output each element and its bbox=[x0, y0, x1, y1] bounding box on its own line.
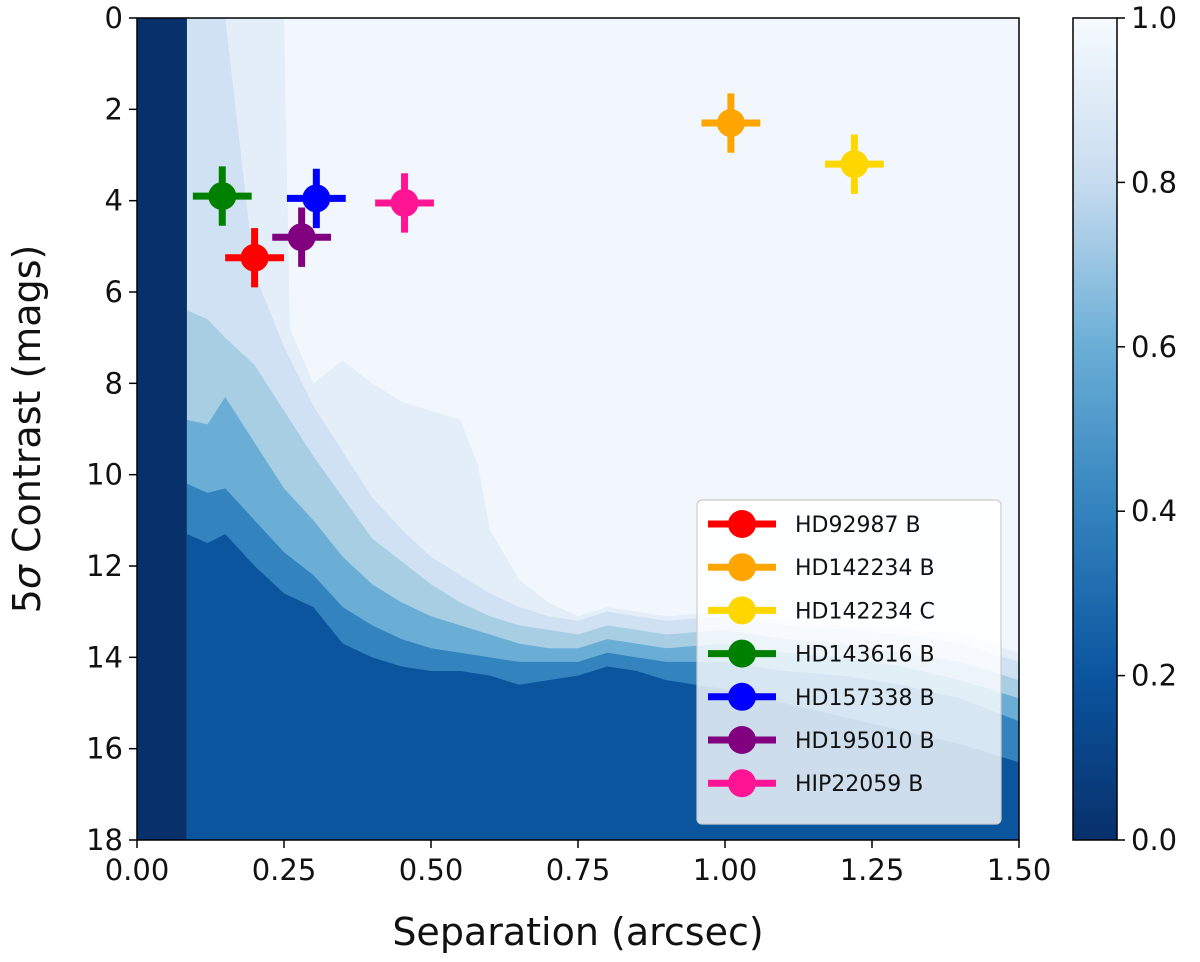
x-axis-title: Separation (arcsec) bbox=[392, 910, 763, 954]
x-tick-label: 1.00 bbox=[693, 853, 758, 887]
x-tick-label: 0.75 bbox=[546, 853, 611, 887]
colorbar-tick-label: 0.8 bbox=[1131, 165, 1177, 199]
legend-marker bbox=[728, 639, 756, 668]
legend-label: HIP22059 B bbox=[795, 772, 923, 797]
y-tick-label: 8 bbox=[105, 366, 123, 400]
legend-item: HD143616 B bbox=[708, 639, 935, 668]
colorbar-tick-label: 0.0 bbox=[1131, 823, 1177, 857]
x-tick-label: 0.25 bbox=[252, 853, 317, 887]
marker bbox=[240, 243, 269, 272]
legend-item: HD195010 B bbox=[708, 726, 935, 754]
marker bbox=[287, 223, 316, 252]
point-hd142234-c bbox=[824, 134, 884, 194]
y-tick-label: 2 bbox=[105, 92, 123, 126]
legend-item: HD142234 C bbox=[708, 596, 935, 625]
legend-label: HD142234 B bbox=[795, 556, 935, 581]
marker bbox=[302, 184, 331, 213]
legend-marker bbox=[728, 726, 756, 754]
x-tick-label: 0.50 bbox=[399, 853, 464, 887]
legend-marker bbox=[728, 596, 756, 625]
colorbar-gradient bbox=[1072, 17, 1118, 841]
legend-marker bbox=[728, 510, 756, 538]
legend-label: HD142234 C bbox=[795, 599, 935, 624]
colorbar: 0.0 0.2 0.4 0.6 0.8 1.0 bbox=[1072, 1, 1177, 857]
marker bbox=[390, 188, 419, 217]
legend-item: HD142234 B bbox=[708, 553, 935, 582]
y-tick-label: 14 bbox=[86, 640, 123, 674]
legend-item: HD157338 B bbox=[708, 682, 935, 711]
marker bbox=[840, 150, 869, 179]
marker bbox=[208, 182, 237, 211]
colorbar-tick-label: 0.6 bbox=[1131, 330, 1177, 364]
y-tick-label: 12 bbox=[86, 549, 123, 583]
point-hd143616-b bbox=[192, 166, 252, 226]
legend-marker bbox=[728, 682, 756, 711]
x-tick-label: 1.50 bbox=[987, 853, 1052, 887]
point-hd195010-b bbox=[272, 207, 332, 267]
x-axis-ticks: 0.00 0.25 0.50 0.75 1.00 1.25 1.50 bbox=[105, 840, 1052, 887]
point-hip22059-b bbox=[375, 173, 434, 233]
legend-marker bbox=[728, 553, 756, 582]
y-axis-title: 5σ Contrast (mags) bbox=[5, 245, 49, 614]
legend-label: HD143616 B bbox=[795, 643, 935, 668]
colorbar-tick-label: 1.0 bbox=[1131, 1, 1177, 35]
y-axis-ticks: 0 2 4 6 8 10 12 14 16 18 bbox=[86, 1, 137, 857]
legend-label: HD157338 B bbox=[795, 686, 935, 711]
y-tick-label: 6 bbox=[105, 275, 123, 309]
legend-marker bbox=[728, 769, 756, 798]
legend: HD92987 B HD142234 B HD142234 C HD143616 B H… bbox=[696, 499, 1002, 825]
colorbar-tick-label: 0.4 bbox=[1131, 494, 1177, 528]
x-tick-label: 0.00 bbox=[105, 853, 170, 887]
y-tick-label: 0 bbox=[105, 1, 123, 35]
legend-label: HD92987 B bbox=[795, 513, 921, 538]
y-tick-label: 4 bbox=[105, 184, 123, 218]
legend-item: HD92987 B bbox=[708, 510, 921, 538]
legend-label: HD195010 B bbox=[795, 729, 935, 754]
y-tick-label: 18 bbox=[86, 823, 123, 857]
point-hd92987-b bbox=[225, 228, 284, 288]
y-tick-label: 10 bbox=[86, 458, 123, 492]
colorbar-tick-label: 0.2 bbox=[1131, 659, 1177, 693]
y-tick-label: 16 bbox=[86, 732, 123, 766]
x-tick-label: 1.25 bbox=[840, 853, 905, 887]
companion-points bbox=[192, 93, 884, 288]
point-hd157338-b bbox=[286, 168, 346, 229]
legend-item: HIP22059 B bbox=[708, 769, 923, 798]
point-hd142234-b bbox=[701, 93, 761, 153]
marker bbox=[716, 109, 745, 138]
